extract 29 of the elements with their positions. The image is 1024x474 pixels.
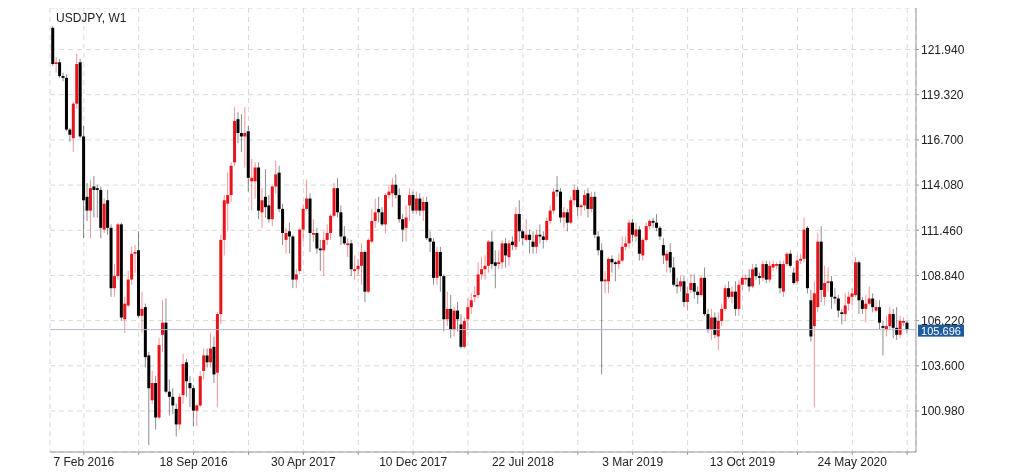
candlestick bbox=[833, 287, 837, 305]
y-tick-label: 111.460 bbox=[921, 223, 963, 238]
x-tick-label: 3 Mar 2019 bbox=[602, 454, 664, 469]
y-tick-label: 121.940 bbox=[921, 42, 965, 57]
x-tick-label: 10 Dec 2017 bbox=[379, 454, 448, 469]
candlestick bbox=[61, 72, 65, 82]
candlestick bbox=[68, 127, 72, 143]
x-tick-label: 7 Feb 2016 bbox=[53, 454, 115, 469]
y-tick-label: 100.980 bbox=[921, 404, 965, 419]
candlestick bbox=[730, 285, 734, 305]
x-tick-label: 22 Jul 2018 bbox=[491, 454, 555, 469]
y-tick-label: 103.600 bbox=[921, 359, 965, 374]
candlestick bbox=[744, 273, 748, 286]
x-tick-label: 24 May 2020 bbox=[817, 454, 888, 469]
y-tick-label: 119.320 bbox=[921, 87, 964, 102]
ref-line-label: 105.696 bbox=[921, 324, 961, 337]
x-tick-label: 13 Oct 2019 bbox=[709, 454, 776, 469]
candlestick bbox=[387, 184, 391, 200]
candlestick bbox=[874, 299, 878, 313]
y-tick-label: 114.080 bbox=[921, 178, 964, 193]
candlestick bbox=[754, 263, 758, 281]
candlestick bbox=[579, 203, 583, 217]
x-tick-label: 18 Sep 2016 bbox=[159, 454, 228, 469]
candlestick bbox=[356, 258, 360, 277]
y-tick-label: 108.840 bbox=[921, 268, 965, 283]
x-tick-label: 30 Apr 2017 bbox=[271, 454, 337, 469]
y-tick-label: 116.700 bbox=[921, 133, 964, 148]
candlestick bbox=[610, 254, 614, 274]
chart-title: USDJPY, W1 bbox=[56, 11, 127, 25]
